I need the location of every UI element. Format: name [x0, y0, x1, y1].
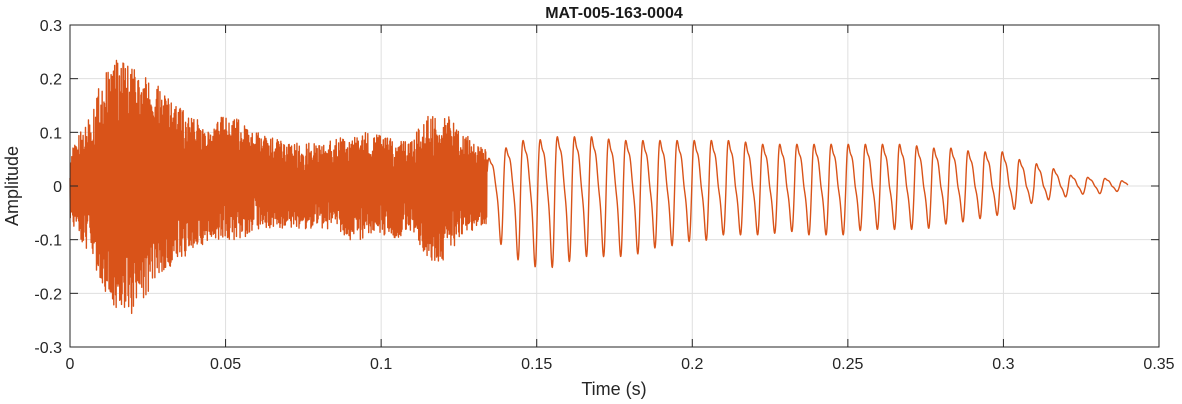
x-tick-label: 0.15 [521, 356, 552, 373]
x-tick-label: 0.3 [992, 356, 1014, 373]
x-tick-label: 0.35 [1143, 356, 1174, 373]
y-tick-label: 0.1 [40, 125, 62, 142]
signal-waveform [69, 59, 1129, 315]
y-tick-label: -0.1 [34, 233, 62, 250]
chart-title: MAT-005-163-0004 [545, 5, 683, 22]
x-tick-label: 0.05 [210, 356, 241, 373]
y-tick-label: -0.3 [34, 340, 62, 357]
y-tick-label: 0 [53, 179, 62, 196]
y-axis-label: Amplitude [2, 146, 22, 226]
data-series [69, 59, 1129, 315]
x-tick-label: 0.25 [832, 356, 863, 373]
ticks: 0 0.05 0.1 0.15 0.2 0.25 0.3 0.35 -0.3 -0.2 -0.1 0 0… [34, 18, 1174, 373]
y-tick-label: 0.3 [40, 18, 62, 35]
y-tick-label: 0.2 [40, 72, 62, 89]
y-tick-label: -0.2 [34, 286, 62, 303]
x-tick-label: 0.1 [370, 356, 392, 373]
x-tick-label: 0 [66, 356, 75, 373]
x-tick-label: 0.2 [681, 356, 703, 373]
x-axis-label: Time (s) [581, 379, 646, 399]
